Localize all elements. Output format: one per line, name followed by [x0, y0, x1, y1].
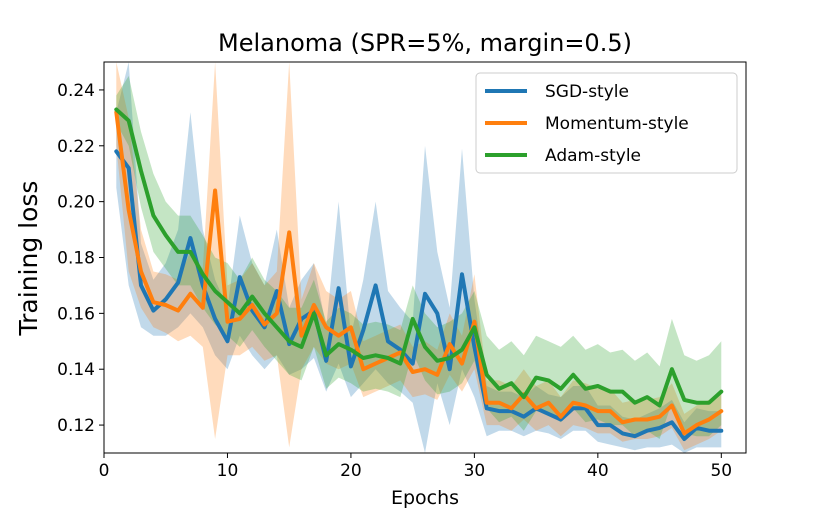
legend-label-sgd-style: SGD-style: [545, 82, 629, 102]
x-tick-label: 0: [99, 461, 110, 481]
x-tick-label: 40: [587, 461, 609, 481]
legend-label-momentum-style: Momentum-style: [545, 114, 689, 134]
x-axis-label: Epochs: [391, 487, 459, 509]
y-tick-label: 0.12: [57, 416, 95, 436]
confidence-bands: [116, 62, 722, 453]
chart-title: Melanoma (SPR=5%, margin=0.5): [218, 29, 632, 57]
momentum-style-band: [116, 62, 722, 451]
sgd-style-band: [116, 62, 722, 453]
y-tick-label: 0.14: [57, 360, 95, 380]
legend-label-adam-style: Adam-style: [545, 146, 641, 166]
adam-style-band: [116, 76, 722, 439]
series-lines: [114, 107, 724, 441]
y-tick-label: 0.20: [57, 193, 95, 213]
momentum-style-line: [114, 110, 724, 436]
y-tick-label: 0.18: [57, 249, 95, 269]
x-tick-label: 30: [464, 461, 486, 481]
x-tick-label: 20: [340, 461, 362, 481]
y-tick-label: 0.24: [57, 81, 95, 101]
legend-box: [475, 72, 738, 174]
y-axis-label: Training loss: [14, 181, 43, 337]
x-axis: 0 10 20 30 40 50: [99, 453, 732, 481]
y-axis: 0.12 0.14 0.16 0.18 0.20 0.22 0.24: [57, 81, 104, 436]
y-tick-label: 0.16: [57, 304, 95, 324]
x-tick-label: 10: [217, 461, 239, 481]
y-tick-label: 0.22: [57, 137, 95, 157]
adam-style-line: [114, 107, 724, 408]
x-tick-label: 50: [710, 461, 732, 481]
legend: SGD-style Momentum-style Adam-style: [475, 72, 738, 174]
